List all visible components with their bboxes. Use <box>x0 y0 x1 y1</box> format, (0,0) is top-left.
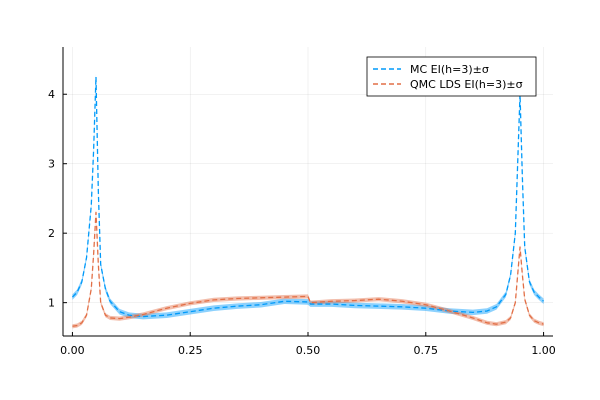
ticks: 0.00 0.25 0.50 0.75 1.00 1 2 3 4 <box>48 88 556 357</box>
y-tick-label: 3 <box>48 158 55 171</box>
y-tick-label: 2 <box>48 227 55 240</box>
series-line-0 <box>71 76 545 318</box>
series-lines <box>71 76 545 327</box>
y-tick-label: 1 <box>48 297 55 310</box>
y-tick-label: 4 <box>48 88 55 101</box>
x-tick-label: 0.25 <box>178 344 203 357</box>
x-tick-label: 0.00 <box>60 344 85 357</box>
x-tick-label: 0.50 <box>296 344 321 357</box>
legend-box <box>366 56 537 97</box>
error-bands <box>72 74 544 329</box>
series-line-1 <box>72 211 544 327</box>
legend: MC EI(h=3)±σ QMC LDS EI(h=3)±σ <box>366 56 537 97</box>
x-tick-label: 1.00 <box>531 344 556 357</box>
legend-label-0: MC EI(h=3)±σ <box>410 63 489 76</box>
legend-label-1: QMC LDS EI(h=3)±σ <box>410 78 523 91</box>
x-tick-label: 0.75 <box>414 344 439 357</box>
series-band-1 <box>72 210 544 329</box>
